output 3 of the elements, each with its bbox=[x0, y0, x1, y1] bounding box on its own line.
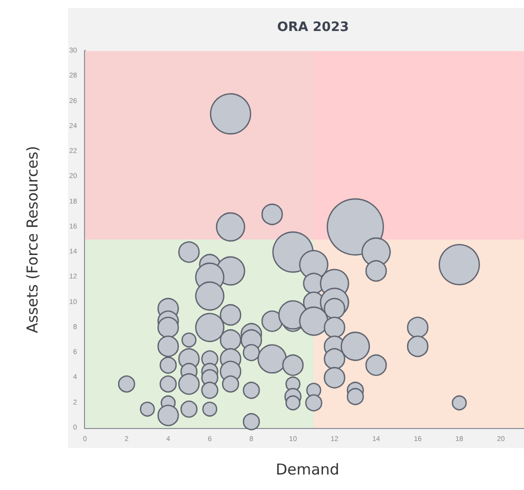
x-axis-title: Demand bbox=[276, 460, 340, 478]
chart-title: ORA 2023 bbox=[277, 20, 349, 35]
y-axis-title: Assets (Force Resources) bbox=[24, 146, 42, 334]
